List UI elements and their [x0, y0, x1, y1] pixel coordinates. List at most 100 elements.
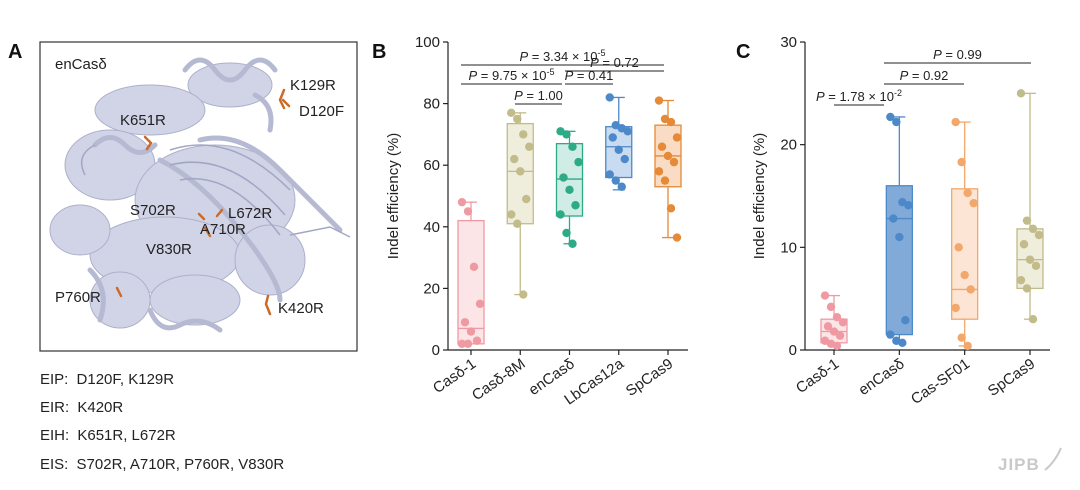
data-point [835, 331, 845, 340]
legend-key: EIR: [40, 399, 69, 416]
data-point [457, 339, 467, 349]
panel-b-letter: B [372, 41, 386, 63]
box-SpCas9 [654, 96, 682, 242]
data-point [657, 142, 667, 151]
data-point [605, 170, 614, 179]
box-Casδ-8M [506, 108, 534, 299]
mutation-label: K651R [120, 112, 166, 129]
legend-text: S702R, A710R, P760R, V830R [77, 456, 285, 473]
data-point [672, 133, 682, 142]
data-point [562, 228, 571, 238]
data-point [963, 341, 972, 351]
logo-leaf-icon [1044, 447, 1062, 471]
box-iqr [885, 185, 913, 336]
p-value-label: P = 0.72 [590, 55, 639, 70]
p-value-label: P = 0.41 [565, 68, 614, 83]
legend-text: K420R [77, 399, 123, 416]
box-iqr [951, 188, 979, 320]
mutation-label: K420R [278, 300, 324, 317]
data-point [623, 127, 632, 136]
y-axis-label: Indel efficiency (%) [751, 133, 768, 259]
legend-line: EIH: K651R, L672R [40, 427, 176, 444]
box-Casδ-1 [457, 197, 485, 349]
protein-label: enCasδ [55, 56, 107, 73]
legend-key: EIS: [40, 456, 68, 473]
box-SpCas9 [1016, 89, 1044, 324]
data-point [1016, 89, 1026, 98]
data-point [608, 133, 617, 142]
data-point [951, 117, 960, 127]
p-value-label: P = 1.78 × 10-2 [816, 88, 902, 104]
data-point [660, 176, 670, 185]
data-point [898, 338, 907, 348]
data-point [1022, 216, 1032, 225]
data-point [510, 154, 519, 164]
mutation-label: A710R [200, 221, 246, 238]
data-point [605, 93, 614, 102]
data-point [886, 330, 895, 339]
data-point [904, 201, 913, 210]
journal-logo: JIPB [998, 455, 1040, 474]
mutation-legend: EIP: D120F, K129R EIR: K420R EIH: K651R,… [40, 371, 284, 473]
box-Casδ-1 [820, 291, 848, 351]
data-point [620, 154, 629, 164]
y-tick-label: 10 [780, 239, 797, 256]
box-enCasδ [555, 127, 584, 248]
mutation-label: S702R [130, 202, 176, 219]
y-tick-label: 80 [423, 96, 440, 113]
data-point [1034, 230, 1044, 240]
panel-a-letter: A [8, 41, 22, 63]
data-point [469, 262, 479, 272]
data-point [463, 339, 473, 349]
data-point [669, 157, 679, 167]
data-point [960, 270, 969, 280]
legend-text: K651R, L672R [77, 427, 176, 444]
data-point [617, 182, 626, 191]
chart-c: C 0 10 20 30 Indel efficiency (%) Casδ-1 enCasδ… [736, 34, 1050, 408]
data-point [957, 157, 966, 167]
data-point [1028, 315, 1038, 324]
data-point [666, 117, 676, 127]
data-point [513, 219, 522, 228]
y-tick-label: 0 [432, 342, 440, 359]
data-point [568, 142, 577, 151]
box-Cas-SF01 [951, 117, 979, 351]
data-point [568, 239, 577, 248]
data-point [954, 243, 963, 252]
data-point [574, 157, 583, 167]
data-point [832, 312, 842, 322]
data-point [559, 173, 568, 182]
data-point [525, 142, 534, 151]
data-point [666, 204, 676, 213]
data-point [895, 232, 904, 242]
data-point [1016, 275, 1026, 285]
p-value-label: P = 9.75 × 10-5 [468, 67, 554, 83]
data-point [886, 112, 895, 122]
x-tick-label: Casδ-8M [469, 355, 529, 404]
y-tick-label: 100 [415, 34, 440, 51]
mutation-label: V830R [146, 241, 192, 258]
data-point [457, 197, 467, 207]
x-tick-label: enCasδ [856, 355, 908, 399]
mutation-label: D120F [299, 103, 344, 120]
legend-text: D120F, K129R [77, 371, 175, 388]
data-point [969, 198, 978, 208]
x-tick-label: SpCas9 [985, 355, 1038, 400]
y-tick-label: 20 [423, 280, 440, 297]
p-value-label: P = 1.00 [514, 88, 563, 103]
data-point [519, 290, 528, 299]
data-point [611, 176, 620, 185]
data-point [472, 336, 482, 345]
data-point [556, 210, 565, 219]
x-tick-label: Casδ-1 [793, 355, 842, 397]
data-point [820, 291, 830, 300]
mutation-label: L672R [228, 205, 272, 222]
data-point [1019, 240, 1029, 249]
data-point [562, 130, 571, 139]
data-point [826, 302, 836, 312]
data-point [516, 167, 525, 176]
data-point [889, 214, 898, 223]
legend-key: EIH: [40, 427, 69, 444]
y-axis-label: Indel efficiency (%) [385, 133, 402, 259]
